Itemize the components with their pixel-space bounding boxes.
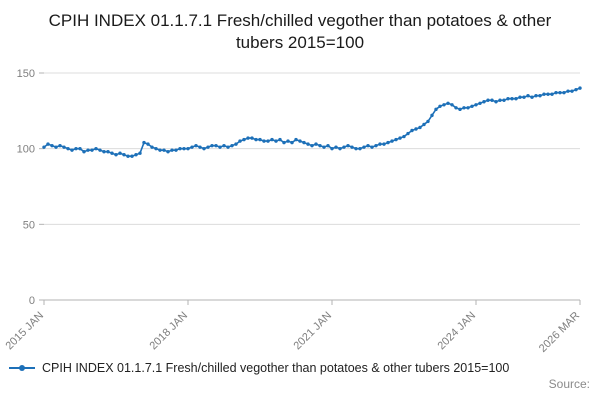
svg-text:50: 50 (23, 219, 35, 231)
source-label: Source: (548, 376, 590, 391)
svg-text:2024 JAN: 2024 JAN (435, 309, 478, 352)
chart-legend: CPIH INDEX 01.1.7.1 Fresh/chilled vegoth… (0, 357, 600, 375)
chart-svg: 0 50 100 150 2015 JAN 2018 JAN 2021 JAN 2024 JA… (3, 68, 582, 355)
svg-text:2018 JAN: 2018 JAN (147, 309, 190, 352)
svg-text:150: 150 (17, 68, 35, 80)
svg-text:2021 JAN: 2021 JAN (291, 309, 334, 352)
chart-title: CPIH INDEX 01.1.7.1 Fresh/chilled vegoth… (48, 11, 552, 53)
svg-text:2026 MAR: 2026 MAR (537, 309, 582, 354)
svg-text:100: 100 (17, 144, 35, 156)
svg-text:0: 0 (29, 295, 35, 307)
legend-label: CPIH INDEX 01.1.7.1 Fresh/chilled vegoth… (42, 360, 510, 375)
svg-text:2015 JAN: 2015 JAN (3, 309, 46, 352)
legend-line-marker-icon (9, 364, 35, 371)
